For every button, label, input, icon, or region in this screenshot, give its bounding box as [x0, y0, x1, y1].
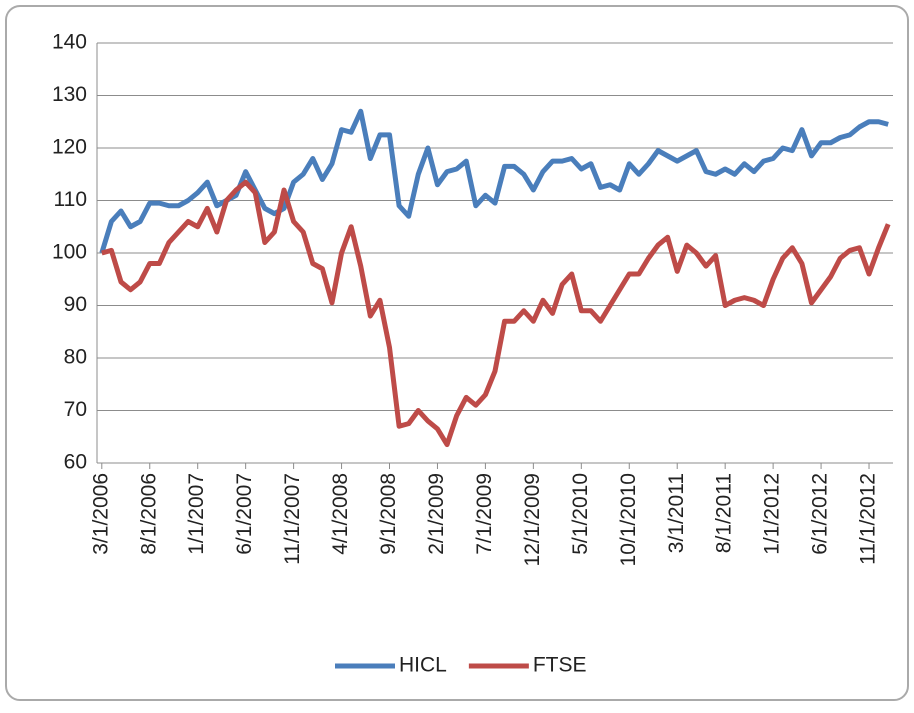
y-tick-label: 110 — [54, 188, 87, 211]
y-tick-label: 90 — [64, 293, 87, 316]
x-tick-label: 2/1/2009 — [425, 473, 448, 555]
x-tick-label: 11/1/2007 — [281, 473, 304, 565]
y-tick-label: 70 — [64, 398, 87, 421]
x-tick-label: 6/1/2012 — [809, 473, 832, 555]
y-tick-label: 140 — [52, 31, 87, 54]
x-tick-label: 8/1/2011 — [713, 473, 736, 553]
x-tick-label: 4/1/2008 — [329, 473, 352, 555]
legend-label: FTSE — [533, 654, 587, 677]
y-tick-label: 130 — [52, 83, 87, 106]
x-tick-label: 3/1/2006 — [89, 473, 112, 555]
x-tick-label: 12/1/2009 — [521, 473, 544, 566]
chart-frame — [5, 5, 909, 701]
y-tick-label: 80 — [64, 346, 87, 369]
x-tick-label: 5/1/2010 — [569, 473, 592, 555]
x-tick-label: 3/1/2011 — [665, 473, 688, 553]
x-tick-label: 6/1/2007 — [233, 473, 256, 555]
x-tick-label: 1/1/2007 — [185, 473, 208, 555]
y-tick-label: 100 — [52, 241, 87, 264]
x-tick-label: 10/1/2010 — [617, 473, 640, 566]
x-tick-label: 9/1/2008 — [377, 473, 400, 555]
x-tick-label: 1/1/2012 — [761, 473, 784, 555]
y-tick-label: 120 — [52, 136, 87, 159]
series-line — [101, 179, 891, 448]
x-tick-label: 8/1/2006 — [137, 473, 160, 555]
x-tick-label: 11/1/2012 — [857, 473, 880, 565]
x-tick-label: 7/1/2009 — [473, 473, 496, 555]
legend-label: HICL — [399, 654, 447, 677]
y-tick-label: 60 — [64, 451, 87, 474]
